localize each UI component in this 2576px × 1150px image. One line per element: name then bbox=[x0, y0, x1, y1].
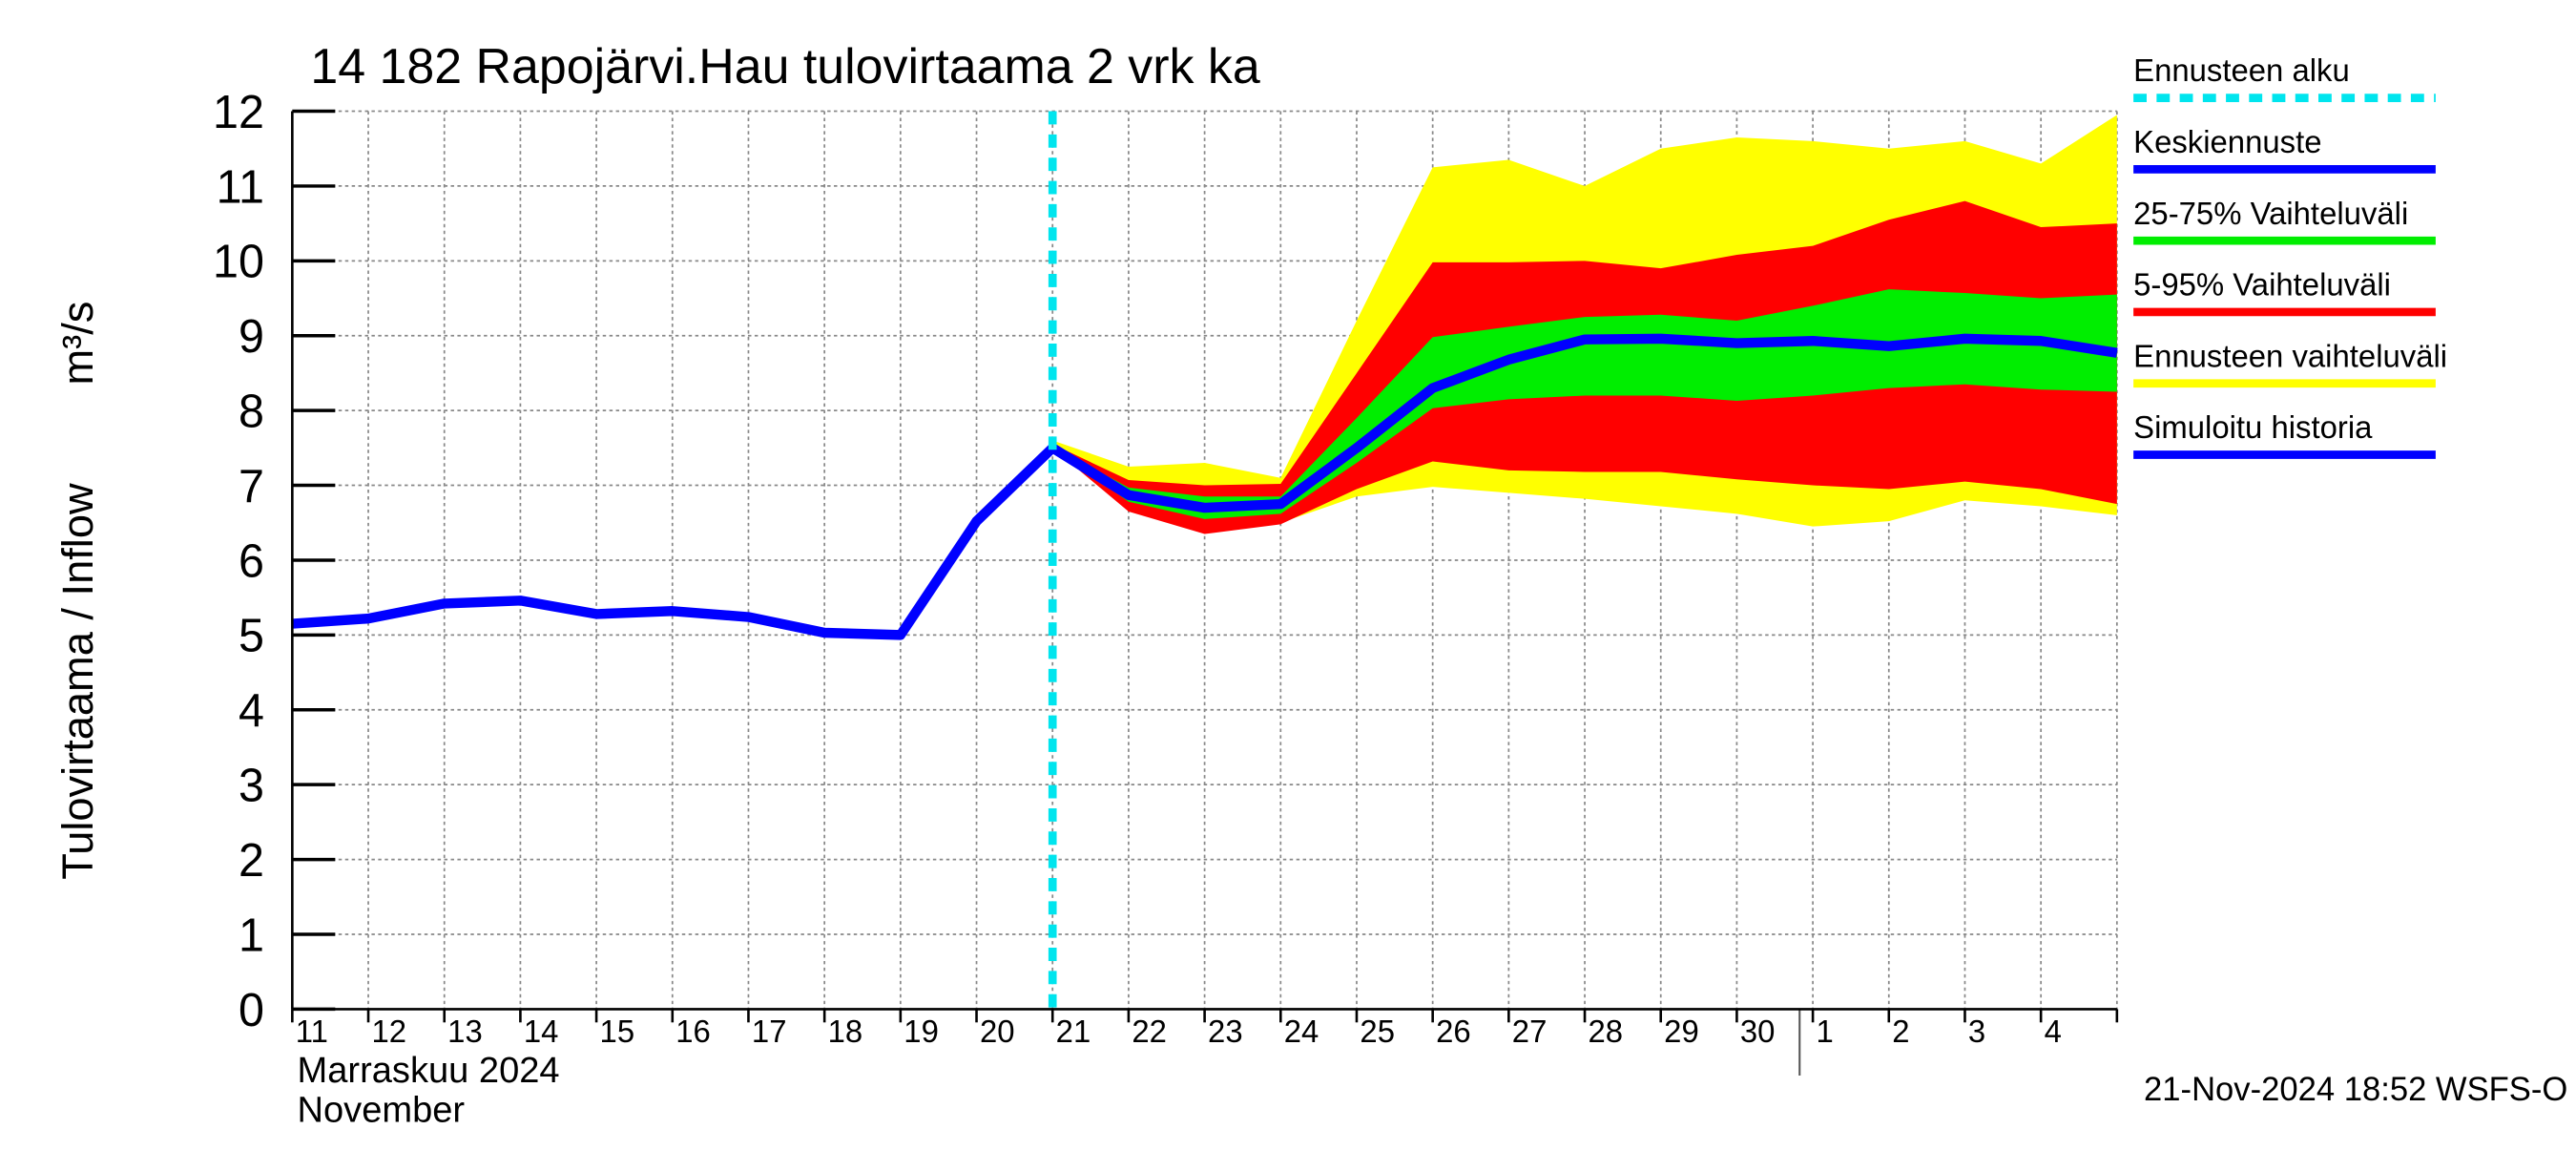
x-axis-label: Marraskuu 2024 bbox=[298, 1050, 560, 1091]
legend-label: 25-75% Vaihteluväli bbox=[2133, 196, 2408, 231]
x-tick-label: 24 bbox=[1284, 1014, 1319, 1049]
y-axis-unit: m³/s bbox=[53, 302, 102, 386]
legend-label: Simuloitu historia bbox=[2133, 409, 2373, 445]
x-tick-label: 12 bbox=[371, 1014, 406, 1049]
chart-title: 14 182 Rapojärvi.Hau tulovirtaama 2 vrk … bbox=[310, 39, 1259, 94]
y-tick-label: 12 bbox=[213, 87, 264, 138]
x-axis-label: November bbox=[298, 1090, 466, 1131]
x-tick-label: 23 bbox=[1208, 1014, 1243, 1049]
legend-label: Keskiennuste bbox=[2133, 124, 2321, 159]
y-tick-label: 0 bbox=[239, 985, 264, 1036]
x-tick-label: 16 bbox=[675, 1014, 711, 1049]
x-tick-label: 13 bbox=[447, 1014, 483, 1049]
x-tick-label: 21 bbox=[1056, 1014, 1091, 1049]
x-tick-label: 25 bbox=[1360, 1014, 1395, 1049]
y-tick-label: 10 bbox=[213, 237, 264, 288]
line bbox=[291, 444, 1056, 640]
legend-label: 5-95% Vaihteluväli bbox=[2133, 266, 2391, 302]
x-tick-label: 11 bbox=[296, 1014, 328, 1049]
y-tick-label: 4 bbox=[239, 685, 264, 737]
y-tick-label: 7 bbox=[239, 461, 264, 512]
x-tick-label: 15 bbox=[600, 1014, 635, 1049]
x-tick-label: 27 bbox=[1512, 1014, 1548, 1049]
y-tick-label: 8 bbox=[239, 386, 264, 437]
x-tick-label: 1 bbox=[1817, 1014, 1834, 1049]
x-tick-label: 28 bbox=[1588, 1014, 1623, 1049]
y-axis-label: Tulovirtaama / Inflow bbox=[53, 483, 102, 880]
y-tick-label: 5 bbox=[239, 611, 264, 662]
x-tick-label: 2 bbox=[1892, 1014, 1909, 1049]
x-tick-label: 3 bbox=[1968, 1014, 1985, 1049]
y-tick-label: 6 bbox=[239, 535, 264, 587]
x-tick-label: 29 bbox=[1664, 1014, 1699, 1049]
y-tick-label: 2 bbox=[239, 835, 264, 887]
y-tick-label: 1 bbox=[239, 910, 264, 961]
x-tick-label: 20 bbox=[980, 1014, 1015, 1049]
y-tick-label: 3 bbox=[239, 760, 264, 811]
line bbox=[1049, 333, 2118, 513]
y-tick-label: 9 bbox=[239, 311, 264, 363]
x-tick-label: 30 bbox=[1740, 1014, 1776, 1049]
x-tick-label: 19 bbox=[904, 1014, 939, 1049]
legend-label: Ennusteen alku bbox=[2133, 52, 2350, 88]
x-tick-label: 17 bbox=[752, 1014, 787, 1049]
x-tick-label: 18 bbox=[828, 1014, 863, 1049]
x-tick-label: 22 bbox=[1132, 1014, 1167, 1049]
x-tick-label: 14 bbox=[524, 1014, 559, 1049]
x-tick-label: 26 bbox=[1436, 1014, 1471, 1049]
y-tick-label: 11 bbox=[217, 161, 264, 213]
x-tick-label: 4 bbox=[2045, 1014, 2062, 1049]
footer: 21-Nov-2024 18:52 WSFS-O bbox=[2144, 1072, 2567, 1108]
legend-label: Ennusteen vaihteluväli bbox=[2133, 338, 2447, 373]
